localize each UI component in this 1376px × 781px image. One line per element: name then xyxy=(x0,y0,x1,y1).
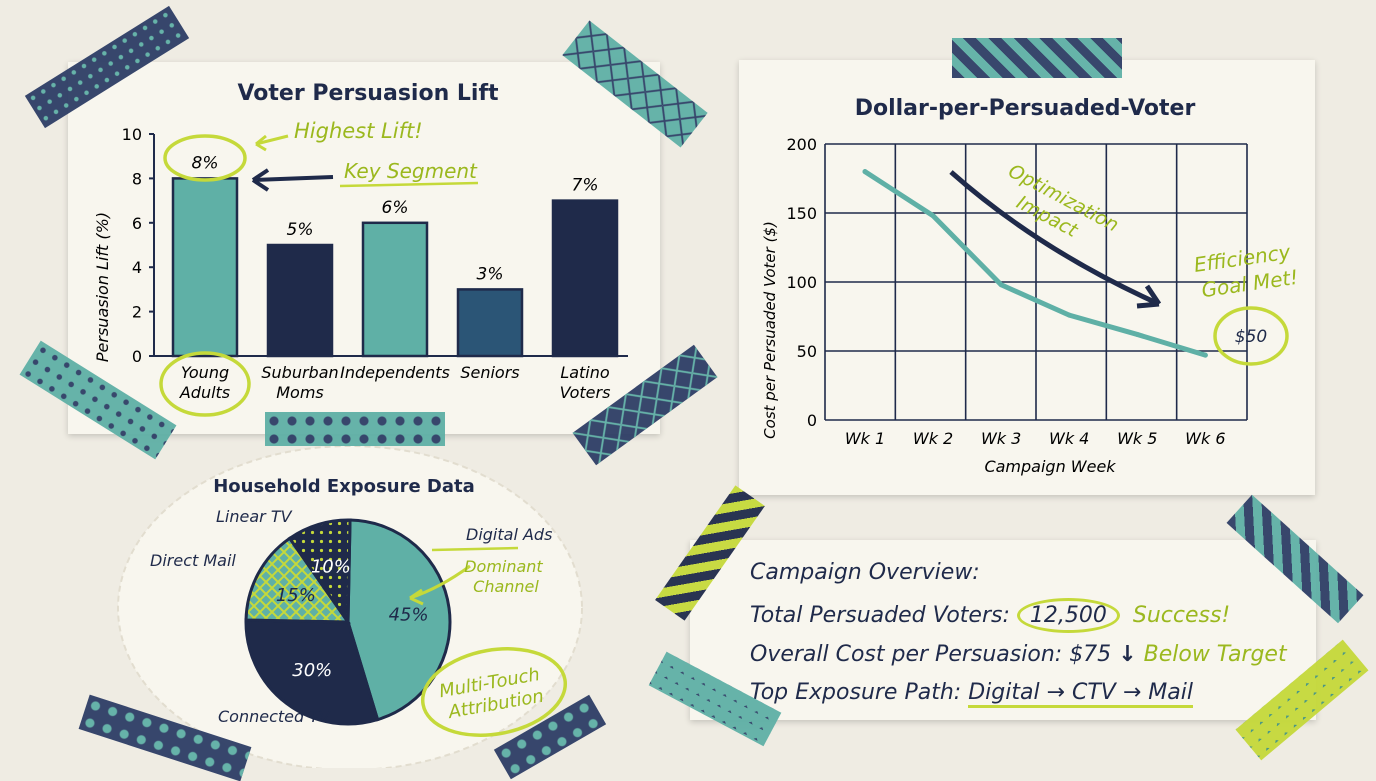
pie-slice xyxy=(244,618,380,726)
dominant-annotation: Dominant Channel xyxy=(464,557,548,596)
bar-chart-card: Voter Persuasion Lift Persuasion Lift (%… xyxy=(68,62,660,434)
line-chart-xlabel: Campaign Week xyxy=(984,457,1116,476)
bar-ytick-label: 6 xyxy=(132,214,142,233)
bar-chart-title: Voter Persuasion Lift xyxy=(237,81,499,106)
endpoint-label: $50 xyxy=(1235,327,1267,347)
summary-cost: Overall Cost per Persuasion: $75 ↓ Below… xyxy=(750,642,1287,667)
line-ytick-label: 100 xyxy=(786,273,817,292)
attribution-circle xyxy=(420,647,568,737)
bar-ytick-label: 8 xyxy=(132,169,142,188)
line-ytick-label: 0 xyxy=(807,411,817,430)
bar-chart: Voter Persuasion Lift Persuasion Lift (%… xyxy=(93,81,628,417)
line-point xyxy=(862,169,868,175)
attribution-annotation: Multi-Touch Attribution xyxy=(438,663,551,724)
bar xyxy=(171,177,239,358)
summary-path: Top Exposure Path: Digital → CTV → Mail xyxy=(750,680,1193,708)
bar-category-label: Independents xyxy=(340,363,450,382)
bar-data-label: 6% xyxy=(382,198,409,218)
line-ytick-label: 150 xyxy=(786,204,817,223)
pie-slice xyxy=(346,518,452,722)
pie-slice xyxy=(244,536,351,624)
persuaded-value: 12,500 xyxy=(1016,598,1120,633)
line-point xyxy=(1202,352,1208,358)
persuaded-label: Total Persuaded Voters: xyxy=(750,603,1010,628)
path-value: Digital → CTV → Mail xyxy=(968,680,1193,708)
pie-slice xyxy=(287,518,352,627)
bar-category-label: Seniors xyxy=(460,363,519,382)
pie-slice-label: Linear TV xyxy=(216,507,293,526)
line-xtick-label: Wk 4 xyxy=(1049,429,1089,448)
summary-persuaded: Total Persuaded Voters: 12,500 Success! xyxy=(750,598,1230,633)
pie-pct-label: 15% xyxy=(276,585,316,606)
bar-chart-ylabel: Persuasion Lift (%) xyxy=(93,212,112,362)
cost-note: Below Target xyxy=(1143,642,1287,667)
line-xtick-label: Wk 1 xyxy=(845,429,885,448)
cost-label: Overall Cost per Persuasion: xyxy=(750,642,1063,667)
pie-chart-title: Household Exposure Data xyxy=(213,476,475,497)
line-point xyxy=(998,282,1004,288)
summary-card: Campaign Overview: Total Persuaded Voter… xyxy=(690,540,1316,720)
line-point xyxy=(930,213,936,219)
pie-slice-label: Connected TV xyxy=(218,707,331,726)
line-chart-card: Dollar-per-Persuaded-Voter Cost per Pers… xyxy=(739,60,1315,495)
bar xyxy=(551,199,619,358)
pie-pct-label: 30% xyxy=(292,660,332,681)
optimization-annotation: Optimization Impact xyxy=(993,160,1127,261)
bar xyxy=(361,221,429,358)
bar-ytick-label: 2 xyxy=(132,303,142,322)
line-xtick-label: Wk 2 xyxy=(913,429,953,448)
bar xyxy=(266,243,334,358)
down-arrow-icon: ↓ xyxy=(1118,642,1137,667)
line-chart-ylabel: Cost per Persuaded Voter ($) xyxy=(761,221,779,439)
line-ytick-label: 50 xyxy=(797,342,817,361)
key-segment-arrow xyxy=(252,175,334,182)
line-xtick-label: Wk 5 xyxy=(1117,429,1157,448)
pie-slice-label: Direct Mail xyxy=(150,551,236,570)
bar-data-label: 3% xyxy=(477,264,504,284)
key-segment-annotation: Key Segment xyxy=(344,159,478,183)
line-point xyxy=(1134,331,1140,337)
pie-pct-label: 45% xyxy=(389,605,429,626)
bar-category-label: Latino Voters xyxy=(560,363,611,402)
bar-data-label: 7% xyxy=(572,176,599,196)
line-chart-title: Dollar-per-Persuaded-Voter xyxy=(855,96,1196,121)
pie-chart: Household Exposure Data 45% 30% 15% 10% Dig… xyxy=(150,476,568,737)
line-xtick-label: Wk 3 xyxy=(981,429,1021,448)
highest-arrow xyxy=(255,134,289,146)
bar xyxy=(456,288,524,358)
highlight-circle-young-adults xyxy=(159,351,251,417)
optimization-arrow xyxy=(949,170,1161,307)
bar-data-label: 5% xyxy=(287,220,314,240)
persuaded-note: Success! xyxy=(1132,603,1231,628)
cost-line xyxy=(862,169,1208,358)
cost-value: $75 xyxy=(1069,642,1112,667)
pie-slice-label: Digital Ads xyxy=(466,525,552,544)
path-label: Top Exposure Path: xyxy=(750,680,962,705)
tape-decoration xyxy=(952,38,1122,78)
bar-ytick-label: 0 xyxy=(132,347,142,366)
pie-pct-label: 10% xyxy=(311,556,351,577)
tape-decoration xyxy=(265,412,445,446)
bar-data-label: 8% xyxy=(192,153,219,173)
line-point xyxy=(1066,312,1072,318)
bar-ytick-label: 10 xyxy=(122,125,142,144)
endpoint-circle xyxy=(1213,306,1289,366)
line-xtick-label: Wk 6 xyxy=(1185,429,1225,448)
highest-lift-annotation: Highest Lift! xyxy=(294,119,423,143)
line-chart: Dollar-per-Persuaded-Voter Cost per Pers… xyxy=(761,96,1300,476)
line-ytick-label: 200 xyxy=(786,135,817,154)
digital-underline xyxy=(431,546,519,552)
summary-heading: Campaign Overview: xyxy=(750,560,980,585)
bar-ytick-label: 4 xyxy=(132,258,142,277)
bar-category-label: Suburban Moms xyxy=(261,363,338,402)
bar-category-label: Young Adults xyxy=(179,363,230,402)
highlight-circle xyxy=(163,134,247,182)
